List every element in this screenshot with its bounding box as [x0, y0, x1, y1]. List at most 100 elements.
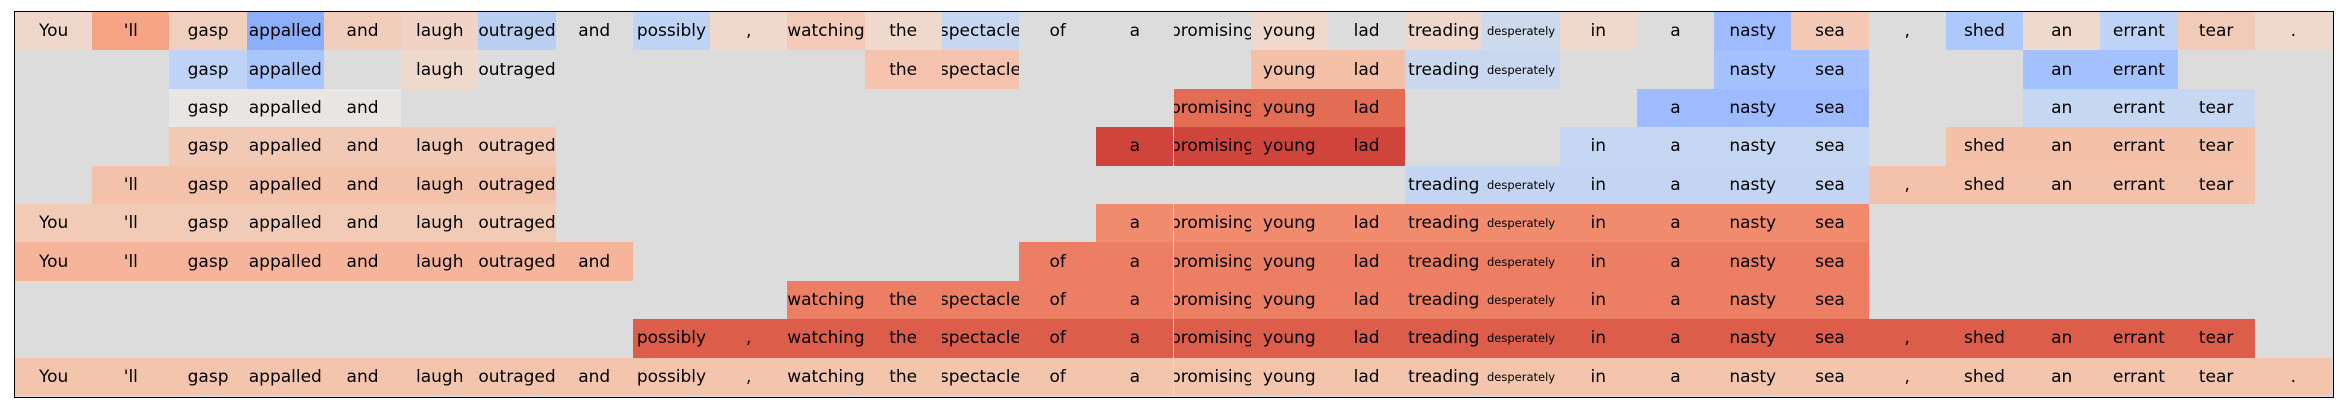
token-cell: young: [1250, 280, 1328, 320]
token-cell: in: [1559, 204, 1637, 243]
token-cell: and: [323, 204, 402, 243]
token-cell: gasp: [169, 127, 247, 166]
token-cell: outraged: [478, 12, 556, 51]
token-cell: treading: [1405, 280, 1483, 320]
grid-row-10: You'll gasp appalled and laugh outraged and pos…: [15, 357, 2333, 396]
token-cell: in: [1559, 12, 1637, 51]
token-cell: gasp: [169, 242, 247, 281]
token-cell: appalled: [246, 242, 324, 281]
token-cell: shed: [1945, 165, 2024, 204]
token-cell: watching: [787, 12, 865, 51]
token-cell: a: [1636, 357, 1715, 396]
token-cell: promising: [1173, 319, 1251, 358]
token-cell: You: [15, 204, 93, 243]
token-cell: laugh: [401, 50, 479, 89]
token-cell: nasty: [1714, 165, 1792, 204]
token-cell: watching: [787, 357, 865, 396]
token-cell: desperately: [1482, 50, 1560, 89]
token-cell: in: [1559, 242, 1637, 281]
token-cell: sea: [1791, 319, 1869, 358]
token-cell: lad: [1327, 242, 1406, 281]
token-cell: ,: [710, 319, 788, 358]
token-cell: nasty: [1714, 319, 1792, 358]
token-cell: nasty: [1714, 12, 1792, 51]
token-cell: tear: [2177, 88, 2255, 128]
token-cell: and: [323, 165, 402, 204]
token-cell: promising: [1173, 204, 1251, 243]
token-cell: laugh: [401, 127, 479, 166]
token-cell: sea: [1791, 357, 1869, 396]
token-cell: outraged: [478, 242, 556, 281]
grid-row-8: watching the spectacle of a promising young lad…: [15, 280, 2333, 320]
token-cell: outraged: [478, 50, 556, 89]
token-cell: nasty: [1714, 280, 1792, 320]
token-cell: shed: [1945, 127, 2024, 166]
token-cell: treading: [1405, 165, 1483, 204]
token-cell: sea: [1791, 88, 1869, 128]
token-cell: laugh: [401, 357, 479, 396]
token-cell: sea: [1791, 12, 1869, 51]
token-cell: shed: [1945, 357, 2024, 396]
token-cell: ,: [1904, 21, 1910, 42]
token-cell: desperately: [1482, 165, 1560, 204]
grid-row-6: You'll gasp appalled and laugh outraged a promi…: [15, 204, 2333, 243]
token-cell: an: [2023, 50, 2101, 89]
token-cell: desperately: [1482, 12, 1560, 51]
token-cell: promising: [1173, 127, 1251, 166]
token-cell: ,: [710, 12, 788, 51]
token-cell: treading: [1405, 12, 1483, 51]
token-cell: and: [323, 12, 402, 51]
token-cell: a: [1096, 319, 1174, 358]
token-cell: appalled: [246, 204, 324, 243]
token-cell: lad: [1327, 319, 1406, 358]
token-cell: outraged: [478, 357, 556, 396]
token-cell: appalled: [246, 357, 324, 396]
token-cell: appalled: [246, 88, 324, 128]
token-cell: ,: [1868, 319, 1946, 358]
token-cell: errant: [2100, 88, 2178, 128]
token-cell: an: [2023, 127, 2101, 166]
token-cell: in: [1559, 165, 1637, 204]
token-cell: the: [864, 280, 942, 320]
token-cell: young: [1250, 204, 1328, 243]
token-cell: promising: [1173, 21, 1251, 42]
token-cell: gasp: [169, 357, 247, 396]
token-cell: and: [323, 127, 402, 166]
token-cell: sea: [1791, 280, 1869, 320]
token-cell: lad: [1353, 21, 1380, 42]
token-cell: You: [15, 242, 93, 281]
token-cell: errant: [2100, 357, 2178, 396]
token-cell: lad: [1327, 127, 1406, 166]
token-cell: laugh: [401, 204, 479, 243]
token-cell: gasp: [169, 165, 247, 204]
token-cell: sea: [1791, 204, 1869, 243]
token-cell: errant: [2100, 127, 2178, 166]
token-cell: an: [2023, 319, 2101, 358]
token-cell: ,: [710, 357, 788, 396]
grid-row-1: You'll gasp appalled and laugh outraged and pos…: [15, 12, 2333, 51]
token-cell: 'll: [92, 204, 170, 243]
token-cell: promising: [1173, 242, 1251, 281]
token-cell: a: [1636, 242, 1715, 281]
token-cell: the: [864, 357, 942, 396]
token-cell: tear: [2177, 127, 2255, 166]
token-cell: laugh: [401, 12, 479, 51]
token-cell: outraged: [478, 204, 556, 243]
token-cell: and: [555, 242, 633, 281]
token-cell: young: [1250, 88, 1328, 128]
token-cell: a: [1670, 21, 1681, 42]
token-cell: in: [1559, 357, 1637, 396]
token-cell: treading: [1405, 319, 1483, 358]
token-cell: 'll: [92, 12, 170, 51]
token-cell: lad: [1327, 357, 1406, 396]
token-cell: appalled: [246, 127, 324, 166]
token-cell: young: [1250, 319, 1328, 358]
token-cell: shed: [1945, 12, 2024, 51]
token-cell: desperately: [1482, 357, 1560, 396]
token-cell: watching: [787, 280, 865, 320]
token-cell: nasty: [1714, 88, 1792, 128]
token-cell: appalled: [246, 50, 324, 89]
token-cell: of: [1049, 21, 1066, 42]
token-cell: promising: [1173, 88, 1251, 128]
token-cell: gasp: [169, 50, 247, 89]
